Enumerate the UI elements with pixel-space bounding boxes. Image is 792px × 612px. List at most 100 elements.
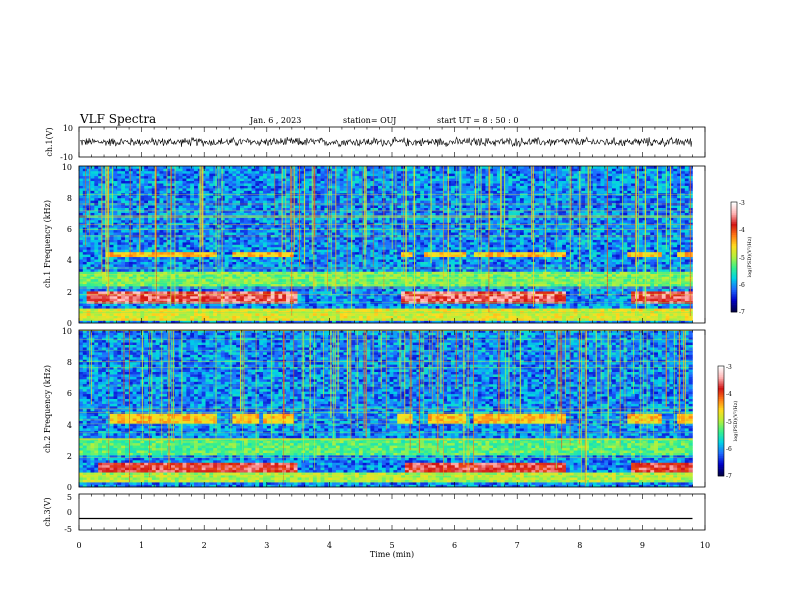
spectrogram-cell [163,210,168,213]
spectrogram-cell [286,261,291,265]
spectrogram-cell [301,286,306,289]
spectrogram-cell [117,195,122,199]
spectrogram-cell [140,254,145,258]
spectrogram-cell [247,185,252,189]
spectrogram-cell [286,259,291,262]
spectrogram-cell [201,170,206,174]
spectrogram-cell [90,166,95,169]
spectrogram-cell [159,219,164,223]
spectrogram-cell [205,298,210,302]
spectrogram-cell [82,320,87,324]
spectrogram-cell [90,168,95,172]
spectrogram-cell [243,305,248,309]
spectrogram-cell [270,300,275,304]
spectrogram-cell [240,200,245,204]
spectrogram-cell [312,308,318,312]
spectrogram-cell [205,249,210,253]
spectrogram-cell [86,313,91,316]
spectrogram-cell [293,264,298,267]
spectrogram-cell [305,254,310,258]
spectrogram-cell [232,256,237,260]
spectrogram-cell [328,303,333,307]
spectrogram-cell [102,305,107,309]
spectrogram-cell [263,166,268,169]
spectrogram-cell [328,166,333,169]
spectrogram-cell [94,195,99,199]
spectrogram-cell [305,175,310,179]
spectrogram-cell [224,313,229,316]
spectrogram-cell [113,207,118,211]
spectrogram-cell [121,249,126,253]
spectrogram-cell [270,197,275,201]
spectrogram-cell [194,229,199,233]
spectrogram-cell [232,305,237,309]
spectrogram-cell [335,185,341,189]
spectrogram-cell [251,183,256,186]
spectrogram-cell [266,180,272,184]
spectrogram-cell [236,249,241,253]
spectrogram-cell [335,210,341,213]
spectrogram-cell [351,244,356,248]
spectrogram-cell [282,278,287,282]
spectrogram-cell [301,271,306,275]
spectrogram-cell [366,210,371,213]
spectrogram-cell [159,305,164,309]
spectrogram-cell [144,320,149,324]
spectrogram-cell [182,229,187,233]
spectrogram-cell [224,239,229,243]
spectrogram-cell [343,313,348,316]
spectrogram-cell [140,261,145,265]
spectrogram-cell [186,242,191,245]
spectrogram-cell [82,205,87,208]
spectrogram-cell [259,244,264,248]
spectrogram-cell [370,320,375,324]
spectrogram-cell [236,178,241,182]
spectrogram-cell [332,261,337,265]
spectrogram-cell [366,227,371,231]
spectrogram-cell [232,197,237,201]
spectrogram-cell [79,224,84,228]
spectrogram-cell [79,296,84,299]
spectrogram-cell [351,219,356,223]
spectrogram-cell [274,303,279,307]
spectrogram-cell [194,256,199,260]
spectrogram-cell [201,173,206,177]
spectrogram-cell [159,320,164,324]
ch1-waveform-ylabel: ch.1(V) [45,127,54,156]
spectrogram-cell [301,205,306,208]
spectrogram-cell [171,185,176,189]
spectrogram-cell [228,190,233,194]
spectrogram-cell [125,197,130,201]
spectrogram-cell [351,217,356,221]
spectrogram-cell [132,195,137,199]
spectrogram-cell [151,278,156,282]
spectrogram-cell [224,303,229,307]
spectrogram-cell [117,286,122,289]
spectrogram-cell [117,313,122,316]
spectrogram-cell [228,237,233,240]
spectrogram-cell [174,200,179,204]
spectrogram-cell [236,298,241,302]
spectrogram-cell [255,237,260,240]
spectrogram-cell [209,269,214,272]
spectrogram-cell [293,283,298,287]
spectrogram-cell [293,254,298,258]
spectrogram-cell [263,227,268,231]
spectrogram-cell [358,283,364,287]
spectrogram-cell [144,315,149,319]
spectrogram-cell [328,244,333,248]
spectrogram-cell [163,276,168,280]
spectrogram-cell [117,264,122,267]
spectrogram-cell [282,249,287,253]
spectrogram-cell [293,244,298,248]
spectrogram-cell [132,251,137,255]
spectrogram-cell [155,210,160,213]
spectrogram-cell [90,256,95,260]
spectrogram-cell [90,229,95,233]
spectrogram-cell [347,215,352,218]
spectrogram-cell [301,273,306,277]
spectrogram-cell [278,212,283,216]
spectrogram-cell [178,227,183,231]
spectrogram-cell [151,173,156,177]
spectrogram-cell [316,239,321,243]
